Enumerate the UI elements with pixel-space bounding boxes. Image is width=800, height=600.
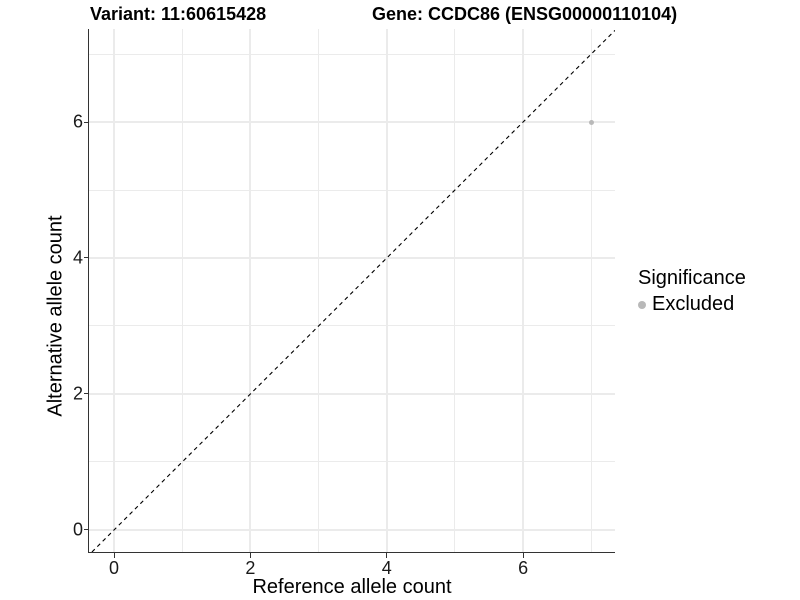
y-axis-label: Alternative allele count [44, 215, 67, 417]
y-gridline-minor [89, 325, 615, 327]
y-gridline-major [89, 121, 615, 123]
plot-panel [89, 29, 615, 552]
x-axis-line [88, 552, 615, 553]
data-point [588, 119, 594, 125]
x-gridline-major [249, 29, 252, 552]
legend-title: Significance [638, 267, 746, 289]
y-tick-label: 2 [72, 383, 83, 404]
y-tick-mark [84, 393, 89, 395]
x-gridline-minor [454, 29, 456, 552]
x-gridline-major [385, 29, 388, 552]
x-tick-label: 2 [245, 558, 256, 578]
x-tick-mark [522, 553, 524, 558]
y-tick-mark [84, 121, 89, 123]
y-gridline-major [89, 256, 615, 259]
y-axis-line [88, 29, 89, 553]
x-gridline-minor [318, 29, 320, 552]
x-gridline-minor [590, 29, 592, 552]
y-gridline-minor [89, 53, 615, 55]
y-gridline-major [89, 528, 615, 531]
x-gridline-major [522, 29, 525, 552]
x-tick-mark [113, 553, 115, 558]
y-gridline-minor [89, 189, 615, 191]
y-tick-label: 6 [72, 111, 83, 132]
y-tick-mark [84, 257, 89, 259]
x-tick-mark [249, 553, 251, 558]
x-tick-mark [386, 553, 388, 558]
legend: Significance Excluded [638, 266, 746, 316]
x-tick-label: 4 [381, 558, 392, 578]
legend-item-label: Excluded [652, 293, 735, 315]
x-gridline-major [113, 29, 116, 552]
x-tick-label: 6 [518, 558, 529, 578]
y-tick-label: 0 [72, 519, 83, 540]
y-gridline-minor [89, 461, 615, 463]
x-tick-label: 0 [109, 558, 120, 578]
variant-title: Variant: 11:60615428 [90, 4, 267, 24]
x-axis-label: Reference allele count [252, 576, 452, 598]
identity-line [91, 29, 615, 552]
y-tick-mark [84, 529, 89, 531]
gene-title: Gene: CCDC86 (ENSG00000110104) [372, 4, 678, 24]
x-gridline-minor [181, 29, 183, 552]
legend-point-icon [638, 300, 646, 309]
y-gridline-major [89, 392, 615, 395]
y-tick-label: 4 [72, 247, 83, 268]
legend-item-excluded: Excluded [638, 293, 746, 316]
